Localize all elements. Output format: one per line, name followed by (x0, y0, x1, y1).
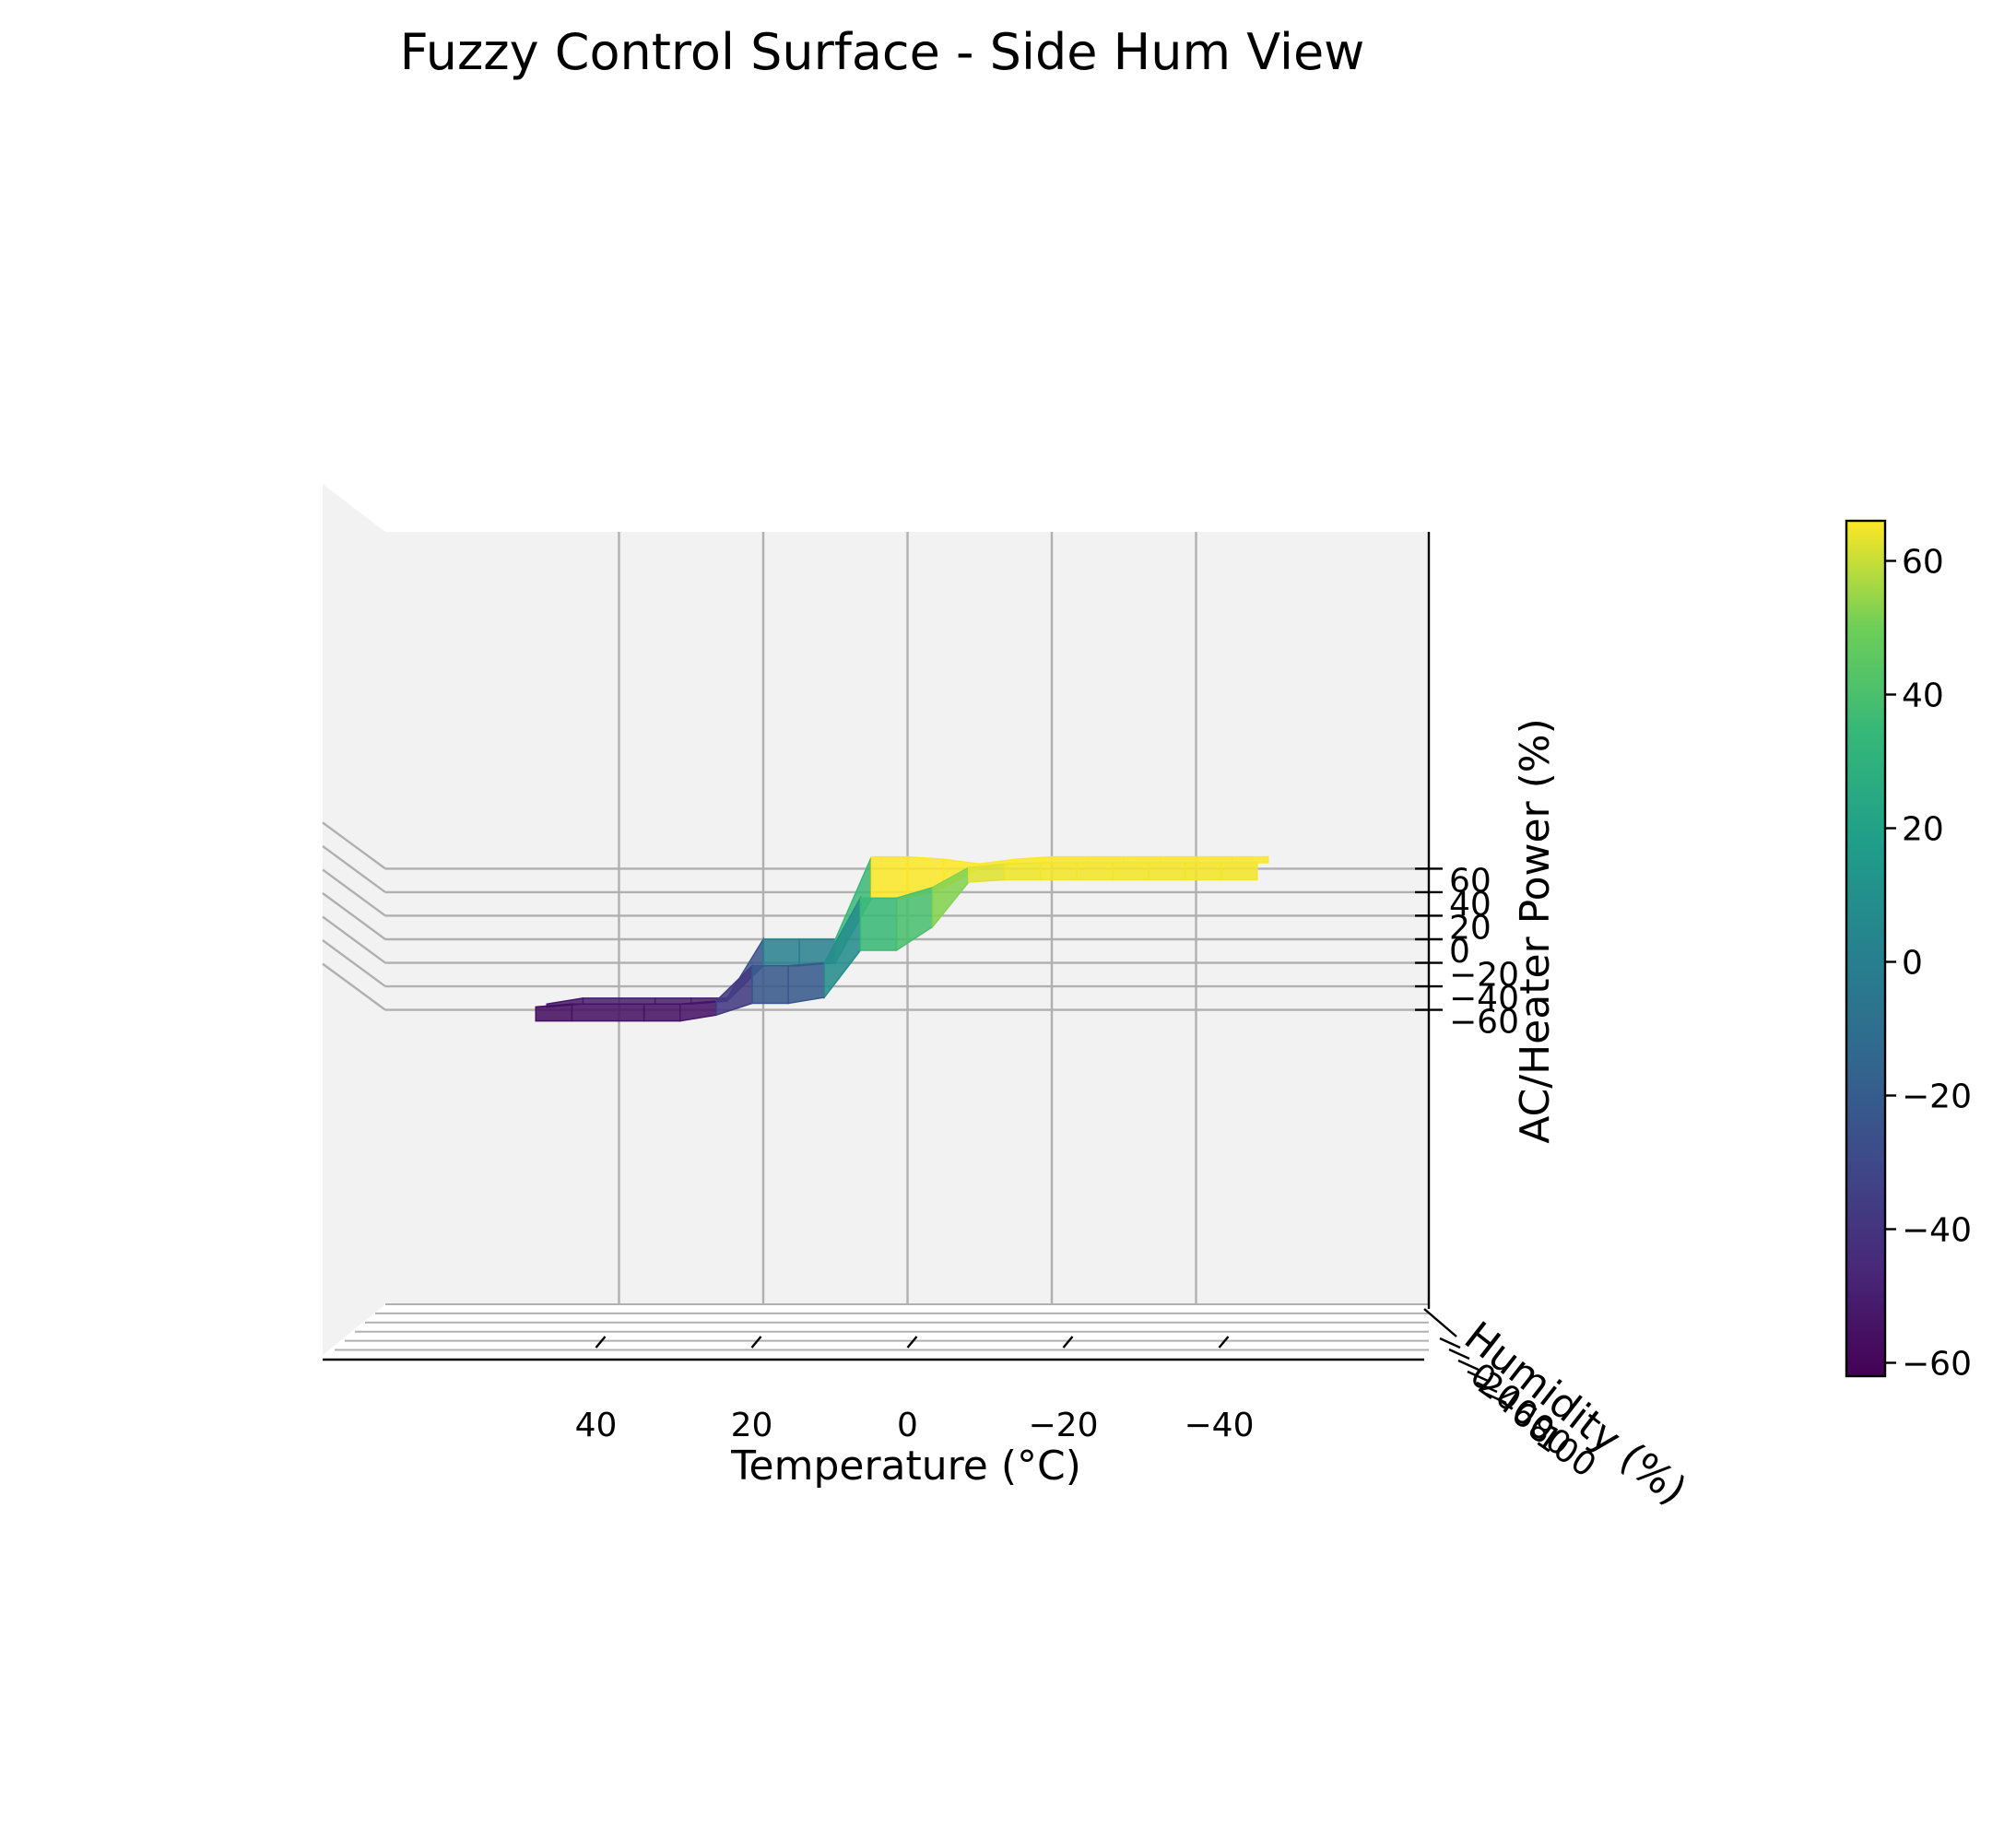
y-tick (1439, 1337, 1461, 1349)
surface-facet (1040, 862, 1078, 881)
y-tick (1457, 1359, 1480, 1372)
colorbar-tick-label: −20 (1902, 1078, 1972, 1116)
colorbar: 60 40 20 0 −20 −40 −60 (1845, 519, 1972, 1384)
surface-facet (1220, 862, 1258, 881)
surface-facet (870, 855, 909, 900)
z-tick-label: −20 (1449, 957, 1519, 995)
surface-facet (1076, 862, 1114, 881)
z-side-gridline (322, 915, 386, 964)
z-tick-label: 60 (1449, 862, 1491, 900)
left-pane (323, 484, 385, 1355)
surface-facet (762, 938, 800, 967)
surface-facet (571, 1003, 645, 1022)
surface-facet (1231, 855, 1269, 864)
z-axis-label: AC/Heater Power (%) (1512, 718, 1559, 1144)
z-tick-label: 40 (1449, 886, 1491, 924)
x-tick (1218, 1336, 1230, 1349)
colorbar-bar (1845, 519, 1887, 1378)
surface-facet (1123, 855, 1161, 864)
surface-facet (968, 863, 1006, 883)
colorbar-tick-label: 20 (1902, 811, 1944, 849)
y-axis-line (1423, 1308, 1457, 1337)
x-tick (595, 1336, 607, 1349)
surface-facet (643, 1003, 681, 1022)
y-tick (1448, 1348, 1470, 1361)
z-tick-label: −60 (1449, 1004, 1519, 1042)
colorbar-tick-label: −40 (1902, 1212, 1972, 1250)
surface-facet (787, 961, 825, 1005)
x-tick-label: −40 (1185, 1407, 1255, 1444)
x-tick-label: 20 (731, 1407, 773, 1444)
z-tick-label: −40 (1449, 980, 1519, 1018)
surface-facet (859, 897, 898, 951)
colorbar-tick-label: −60 (1902, 1346, 1972, 1384)
y-tick (1476, 1381, 1498, 1394)
surface-facet (1004, 862, 1042, 881)
x-tick (1062, 1336, 1074, 1349)
chart-title: Fuzzy Control Surface - Side Hum View (400, 23, 1365, 81)
y-tick (1485, 1392, 1507, 1405)
y-tick (1467, 1370, 1489, 1383)
colorbar-tick-label: 40 (1902, 677, 1944, 715)
surface-facet (1087, 855, 1125, 864)
z-side-gridline (322, 892, 386, 940)
surface-facet (1051, 855, 1089, 864)
x-tick-label: 40 (575, 1407, 618, 1444)
surface-facet (1159, 855, 1197, 864)
z-tick-label: 20 (1449, 909, 1491, 947)
z-side-gridline (322, 962, 386, 1011)
x-tick (906, 1336, 918, 1349)
surface-facet (1148, 862, 1186, 881)
surface-facet (751, 964, 789, 1005)
colorbar-tick-label: 0 (1902, 945, 1923, 983)
z-side-gridline (322, 844, 386, 893)
z-side-gridline (322, 868, 386, 917)
x-tick (750, 1336, 762, 1349)
surface-facet (1195, 855, 1233, 864)
surface (535, 855, 1269, 1022)
x-axis-label: Temperature (°C) (730, 1443, 1081, 1490)
surface-facet (1184, 862, 1222, 881)
surface-facet (1112, 862, 1150, 881)
z-tick-label: 0 (1449, 933, 1470, 971)
surface-facet (582, 997, 656, 1005)
z-side-gridline (322, 939, 386, 988)
surface-facet (535, 1003, 573, 1022)
colorbar-tick-label: 60 (1902, 544, 1944, 582)
x-tick-label: 0 (897, 1407, 918, 1444)
z-side-gridline (322, 821, 386, 870)
x-tick-label: −20 (1029, 1407, 1099, 1444)
